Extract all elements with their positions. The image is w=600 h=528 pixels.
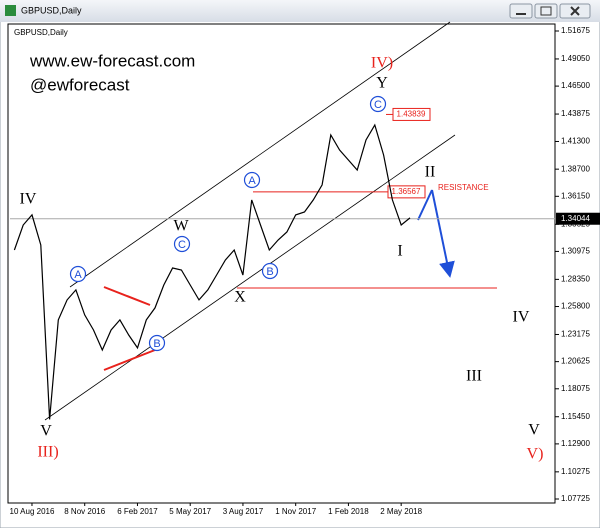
level-box [392,107,431,121]
resistance-label: RESISTANCE [438,183,489,192]
window-title: GBPUSD,Daily [21,5,82,15]
wave-circle [261,262,279,280]
wave-circle [243,171,261,189]
channel-line [69,21,451,288]
y-tick-label: 1.36150 [561,191,590,200]
wave-circle [148,334,166,352]
level-box [387,185,426,199]
window-buttons[interactable] [509,3,591,19]
triangle-line [103,286,151,306]
y-tick-label: 1.49050 [561,54,590,63]
x-tick-label: 1 Feb 2018 [328,507,369,516]
x-tick-label: 2 May 2018 [380,507,422,516]
wave-label: IV) [371,55,393,72]
y-tick-label: 1.23175 [561,330,590,339]
x-tick-label: 1 Nov 2017 [275,507,316,516]
y-tick-label: 1.15450 [561,412,590,421]
wave-label: III) [37,444,58,461]
y-tick-label: 1.10275 [561,467,590,476]
projection-arrow [417,189,433,221]
x-tick-label: 10 Aug 2016 [10,507,55,516]
triangle-line [103,349,156,371]
wave-label: A [248,175,256,187]
watermark: @ewforecast [30,75,130,94]
price-tag [556,212,600,225]
wave-label: X [234,289,246,306]
x-tick-label: 3 Aug 2017 [223,507,264,516]
y-tick-label: 1.41300 [561,137,590,146]
wave-label: IV [20,191,37,208]
y-tick-label: 1.20625 [561,357,590,366]
y-tick-label: 1.51675 [561,26,590,35]
wave-label: A [74,269,82,281]
wave-label: III [466,368,482,385]
wave-label: B [153,338,160,350]
y-tick-label: 1.07725 [561,494,590,503]
y-tick-label: 1.12900 [561,439,590,448]
x-tick-label: 5 May 2017 [169,507,211,516]
wave-label: IV [513,309,530,326]
wave-label: II [425,164,436,181]
y-tick-label: 1.43875 [561,109,590,118]
y-tick-label: 1.28350 [561,274,590,283]
y-tick-label: 1.18075 [561,384,590,393]
wave-label: V) [527,446,544,463]
channel-line [44,134,456,421]
price-tag-label: 1.34044 [561,214,590,223]
wave-label: V [40,423,52,440]
x-tick-label: 8 Nov 2016 [64,507,105,516]
level-label: 1.43839 [397,110,426,119]
price-line [13,123,411,420]
wave-label: V [528,422,540,439]
wave-label: Y [376,75,388,92]
x-tick-label: 6 Feb 2017 [117,507,158,516]
plot-frame [7,23,556,504]
close-icon [570,6,580,16]
y-tick-label: 1.30975 [561,247,590,256]
wave-label: C [374,99,382,111]
maximize-button[interactable] [534,3,558,19]
wave-circle [369,95,387,113]
window-icon [5,5,16,16]
minimize-button[interactable] [509,3,533,19]
level-label: 1.36567 [392,187,421,196]
wave-label: W [173,218,189,235]
y-tick-label: 1.46500 [561,81,590,90]
y-tick-label: 1.25800 [561,302,590,311]
wave-label: B [266,266,273,278]
wave-label: C [178,239,186,251]
wave-circle [69,265,87,283]
chart-title: GBPUSD,Daily [14,28,68,37]
wave-circle [173,235,191,253]
wave-label: I [397,243,402,260]
watermark: www.ew-forecast.com [29,51,195,70]
y-tick-label: 1.38700 [561,164,590,173]
maximize-icon [540,6,552,16]
title-bar [0,0,600,22]
projection-arrow [431,189,455,278]
